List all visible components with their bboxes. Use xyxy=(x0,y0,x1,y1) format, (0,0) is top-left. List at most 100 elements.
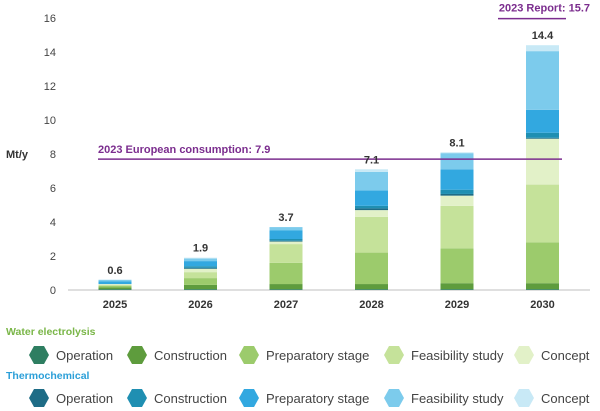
bar-segment-2027-water-electrolysis-feasibility-study xyxy=(269,244,303,263)
legend-item-thermo-construction: Construction xyxy=(126,387,227,409)
y-tick-label: 14 xyxy=(44,47,56,59)
bar-segment-2026-water-electrolysis-feasibility-study xyxy=(184,272,217,279)
bar-segment-2030-thermochemical-preparatory-stage xyxy=(526,109,559,133)
hexagon-swatch-icon xyxy=(239,346,259,364)
x-tick-label-2027: 2027 xyxy=(274,299,298,311)
x-tick-label-2030: 2030 xyxy=(530,299,554,311)
bar-segment-2025-water-electrolysis-operation xyxy=(98,289,132,290)
bar-segment-2025-water-electrolysis-feasibility-study xyxy=(98,284,132,286)
bar-segment-2027-water-electrolysis-concept xyxy=(269,241,303,245)
legend-item-water-construction: Construction xyxy=(126,344,227,366)
bar-segment-2025-water-electrolysis-concept xyxy=(98,284,132,285)
total-label-2029: 8.1 xyxy=(449,137,464,149)
bar-segment-2028-thermochemical-feasibility-study xyxy=(355,171,388,191)
legend-item-thermo-feasibility-study: Feasibility study xyxy=(383,387,503,409)
legend-label: Preparatory stage xyxy=(266,347,370,363)
bar-segment-2026-thermochemical-feasibility-study xyxy=(184,258,217,262)
legend-item-thermo-operation: Operation xyxy=(28,387,113,409)
legend-label: Construction xyxy=(154,390,227,406)
bar-segment-2027-water-electrolysis-operation xyxy=(269,289,303,290)
bar-segment-2027-water-electrolysis-construction xyxy=(269,284,303,290)
hexagon-swatch-icon xyxy=(239,389,259,407)
bar-segment-2027-thermochemical-operation xyxy=(269,240,303,242)
bar-segment-2028-water-electrolysis-operation xyxy=(355,289,388,290)
bar-segment-2029-thermochemical-operation xyxy=(440,193,474,196)
reference-label-2023-report: 2023 Report: 15.7 xyxy=(499,3,590,15)
bar-segment-2029-thermochemical-preparatory-stage xyxy=(440,169,474,190)
chart-axes: 0 2 4 6 8 10 12 14 16 Mt/y xyxy=(6,13,590,297)
legend-item-water-preparatory-stage: Preparatory stage xyxy=(238,344,369,366)
bar-segment-2028-thermochemical-operation xyxy=(355,208,388,211)
bar-segment-2028-water-electrolysis-preparatory-stage xyxy=(355,252,388,285)
legend-item-water-operation: Operation xyxy=(28,344,113,366)
bar-segment-2030-thermochemical-operation xyxy=(526,137,559,139)
bar-segment-2028-thermochemical-preparatory-stage xyxy=(355,190,388,206)
bar-segment-2030-thermochemical-construction xyxy=(526,132,559,138)
bar-segment-2028-thermochemical-concept xyxy=(355,169,388,172)
bar-segment-2030-thermochemical-concept xyxy=(526,45,559,52)
total-label-2025: 0.6 xyxy=(107,265,122,277)
bar-segment-2027-thermochemical-construction xyxy=(269,239,303,241)
total-label-2026: 1.9 xyxy=(193,243,208,255)
hexagon-swatch-icon xyxy=(384,346,404,364)
bar-segment-2030-water-electrolysis-preparatory-stage xyxy=(526,242,559,284)
bar-segment-2029-water-electrolysis-preparatory-stage xyxy=(440,248,474,284)
total-label-2030: 14.4 xyxy=(532,30,554,42)
x-tick-label-2029: 2029 xyxy=(445,299,469,311)
legend-label: Operation xyxy=(56,390,114,406)
hexagon-swatch-icon xyxy=(514,346,534,364)
bar-segment-2027-thermochemical-preparatory-stage xyxy=(269,230,303,239)
bar-segment-2029-water-electrolysis-construction xyxy=(440,283,474,290)
bar-segment-2025-water-electrolysis-construction xyxy=(98,287,132,290)
reference-lines: 2023 European consumption: 7.9 2023 Repor… xyxy=(98,3,590,160)
y-tick-label: 0 xyxy=(50,285,56,297)
bar-segment-2030-water-electrolysis-feasibility-study xyxy=(526,184,559,243)
bar-segment-2028-water-electrolysis-feasibility-study xyxy=(355,216,388,253)
x-tick-label-2026: 2026 xyxy=(188,299,212,311)
legend-title-water-electrolysis: Water electrolysis xyxy=(6,326,96,338)
legend-label: Concept xyxy=(541,347,590,363)
legend-label: Preparatory stage xyxy=(266,390,370,406)
x-tick-label-2028: 2028 xyxy=(359,299,383,311)
bar-segment-2026-thermochemical-construction xyxy=(184,266,217,268)
bar-segment-2026-water-electrolysis-construction xyxy=(184,284,217,290)
hexagon-swatch-icon xyxy=(29,389,49,407)
legend-label: Concept xyxy=(541,390,590,406)
total-label-2028: 7.1 xyxy=(364,154,379,166)
hexagon-swatch-icon xyxy=(29,346,49,364)
bar-segment-2027-water-electrolysis-preparatory-stage xyxy=(269,262,303,285)
legend-item-thermo-preparatory-stage: Preparatory stage xyxy=(238,387,369,409)
legend-label: Feasibility study xyxy=(411,347,504,363)
hexagon-swatch-icon xyxy=(127,346,147,364)
y-tick-label: 12 xyxy=(44,81,56,93)
hexagon-swatch-icon xyxy=(127,389,147,407)
y-tick-label: 8 xyxy=(50,149,56,161)
hexagon-swatch-icon xyxy=(514,389,534,407)
bar-segment-2025-thermochemical-feasibility-study xyxy=(98,279,132,282)
bar-segment-2030-water-electrolysis-operation xyxy=(526,289,559,290)
legend-title-thermochemical: Thermochemical xyxy=(6,370,90,382)
bar-segment-2025-thermochemical-preparatory-stage xyxy=(98,281,132,285)
hexagon-swatch-icon xyxy=(384,389,404,407)
legend-label: Operation xyxy=(56,347,114,363)
legend-row-thermochemical: Operation Construction Preparatory stage Fe… xyxy=(0,387,600,409)
bar-segment-2029-water-electrolysis-feasibility-study xyxy=(440,205,474,249)
bar-segment-2027-thermochemical-feasibility-study xyxy=(269,227,303,231)
legend-item-water-concept: Concept xyxy=(513,344,589,366)
bar-segment-2029-water-electrolysis-operation xyxy=(440,289,474,290)
bar-segment-2029-thermochemical-feasibility-study xyxy=(440,153,474,170)
legend-item-thermo-concept: Concept xyxy=(513,387,589,409)
y-axis-label: Mt/y xyxy=(6,149,29,161)
x-tick-label-2025: 2025 xyxy=(103,299,127,311)
bar-segment-2026-thermochemical-preparatory-stage xyxy=(184,261,217,267)
bar-segment-2028-water-electrolysis-concept xyxy=(355,210,388,217)
bar-segment-2030-water-electrolysis-concept xyxy=(526,138,559,185)
y-tick-label: 6 xyxy=(50,183,56,195)
bar-segment-2030-thermochemical-feasibility-study xyxy=(526,51,559,110)
chart-bars xyxy=(98,45,559,290)
bar-segment-2026-thermochemical-operation xyxy=(184,267,217,269)
y-tick-label: 10 xyxy=(44,115,56,127)
bar-segment-2028-water-electrolysis-construction xyxy=(355,284,388,290)
legend-label: Feasibility study xyxy=(411,390,504,406)
